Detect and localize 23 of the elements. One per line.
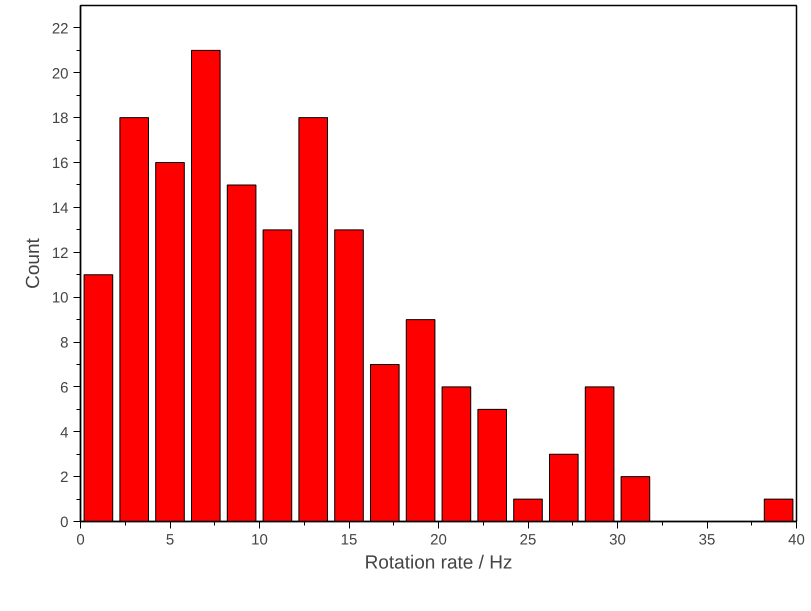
- x-tick-label: 30: [609, 532, 626, 548]
- y-tick-label: 10: [52, 290, 69, 307]
- y-tick-label: 4: [60, 424, 68, 442]
- y-tick-label: 16: [52, 155, 69, 172]
- y-tick-label: 0: [60, 514, 68, 531]
- x-tick-label: 20: [430, 532, 447, 548]
- x-tick-label: 25: [520, 532, 536, 548]
- x-tick-label: 15: [340, 532, 358, 548]
- x-tick-label: 40: [788, 532, 805, 548]
- y-tick-label: 2: [60, 469, 68, 486]
- x-axis-title: Rotation rate / Hz: [364, 552, 512, 574]
- x-tick-label: 35: [698, 532, 716, 548]
- y-tick-label: 22: [52, 20, 69, 38]
- y-tick-label: 18: [52, 110, 69, 128]
- x-tick-label: 10: [251, 532, 268, 548]
- y-tick-label: 14: [52, 200, 69, 217]
- y-tick-label: 6: [60, 379, 68, 396]
- y-tick-label: 20: [52, 65, 69, 82]
- x-tick-label: 5: [166, 532, 174, 548]
- x-tick-label: 0: [76, 532, 85, 548]
- y-tick-label: 12: [52, 244, 69, 262]
- y-axis-title: Count: [22, 237, 44, 289]
- y-tick-label: 8: [60, 334, 68, 352]
